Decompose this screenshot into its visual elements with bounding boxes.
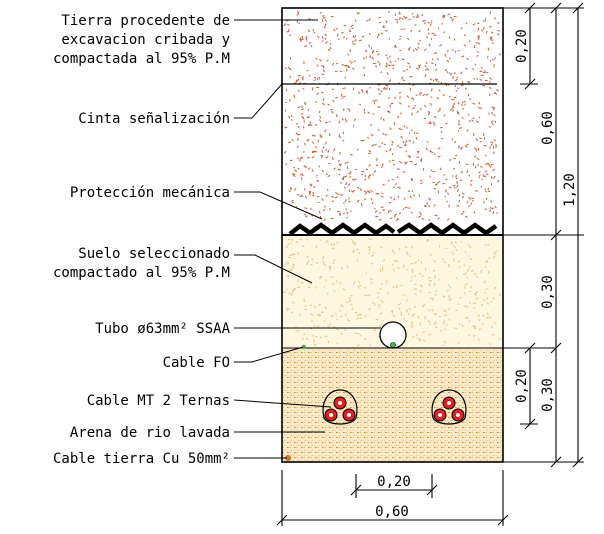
- label-suelo-1: Suelo seleccionado: [78, 246, 230, 262]
- dim-trench-width: 0,60: [375, 504, 409, 520]
- dim-upper-fill: 0,60: [540, 111, 556, 145]
- label-cable-tierra: Cable tierra Cu 50mm²: [53, 451, 230, 467]
- dim-top-cover: 0,20: [514, 29, 530, 63]
- label-arena: Arena de rio lavada: [70, 425, 230, 441]
- label-suelo-2: compactado al 95% P.M: [53, 265, 230, 281]
- tubo-ssaa: [380, 322, 406, 348]
- dim-sand-layer: 0,30: [540, 378, 556, 412]
- label-cinta: Cinta señalización: [78, 111, 230, 127]
- label-cable-mt: Cable MT 2 Ternas: [87, 393, 230, 409]
- label-tierra-3: compactada al 95% P.M: [53, 51, 230, 67]
- label-tierra-1: Tierra procedente de: [61, 13, 230, 29]
- dim-spacing: 0,20: [377, 474, 411, 490]
- label-tubo: Tubo ø63mm² SSAA: [95, 321, 230, 337]
- dim-sand-inner: 0,20: [514, 369, 530, 403]
- label-proteccion: Protección mecánica: [70, 185, 230, 201]
- sand-layer: [282, 348, 503, 462]
- dim-selected-soil: 0,30: [540, 275, 556, 309]
- label-tierra-2: excavacion cribada y: [61, 32, 230, 48]
- dim-total-depth: 1,20: [562, 173, 578, 207]
- label-cable-fo: Cable FO: [163, 355, 230, 371]
